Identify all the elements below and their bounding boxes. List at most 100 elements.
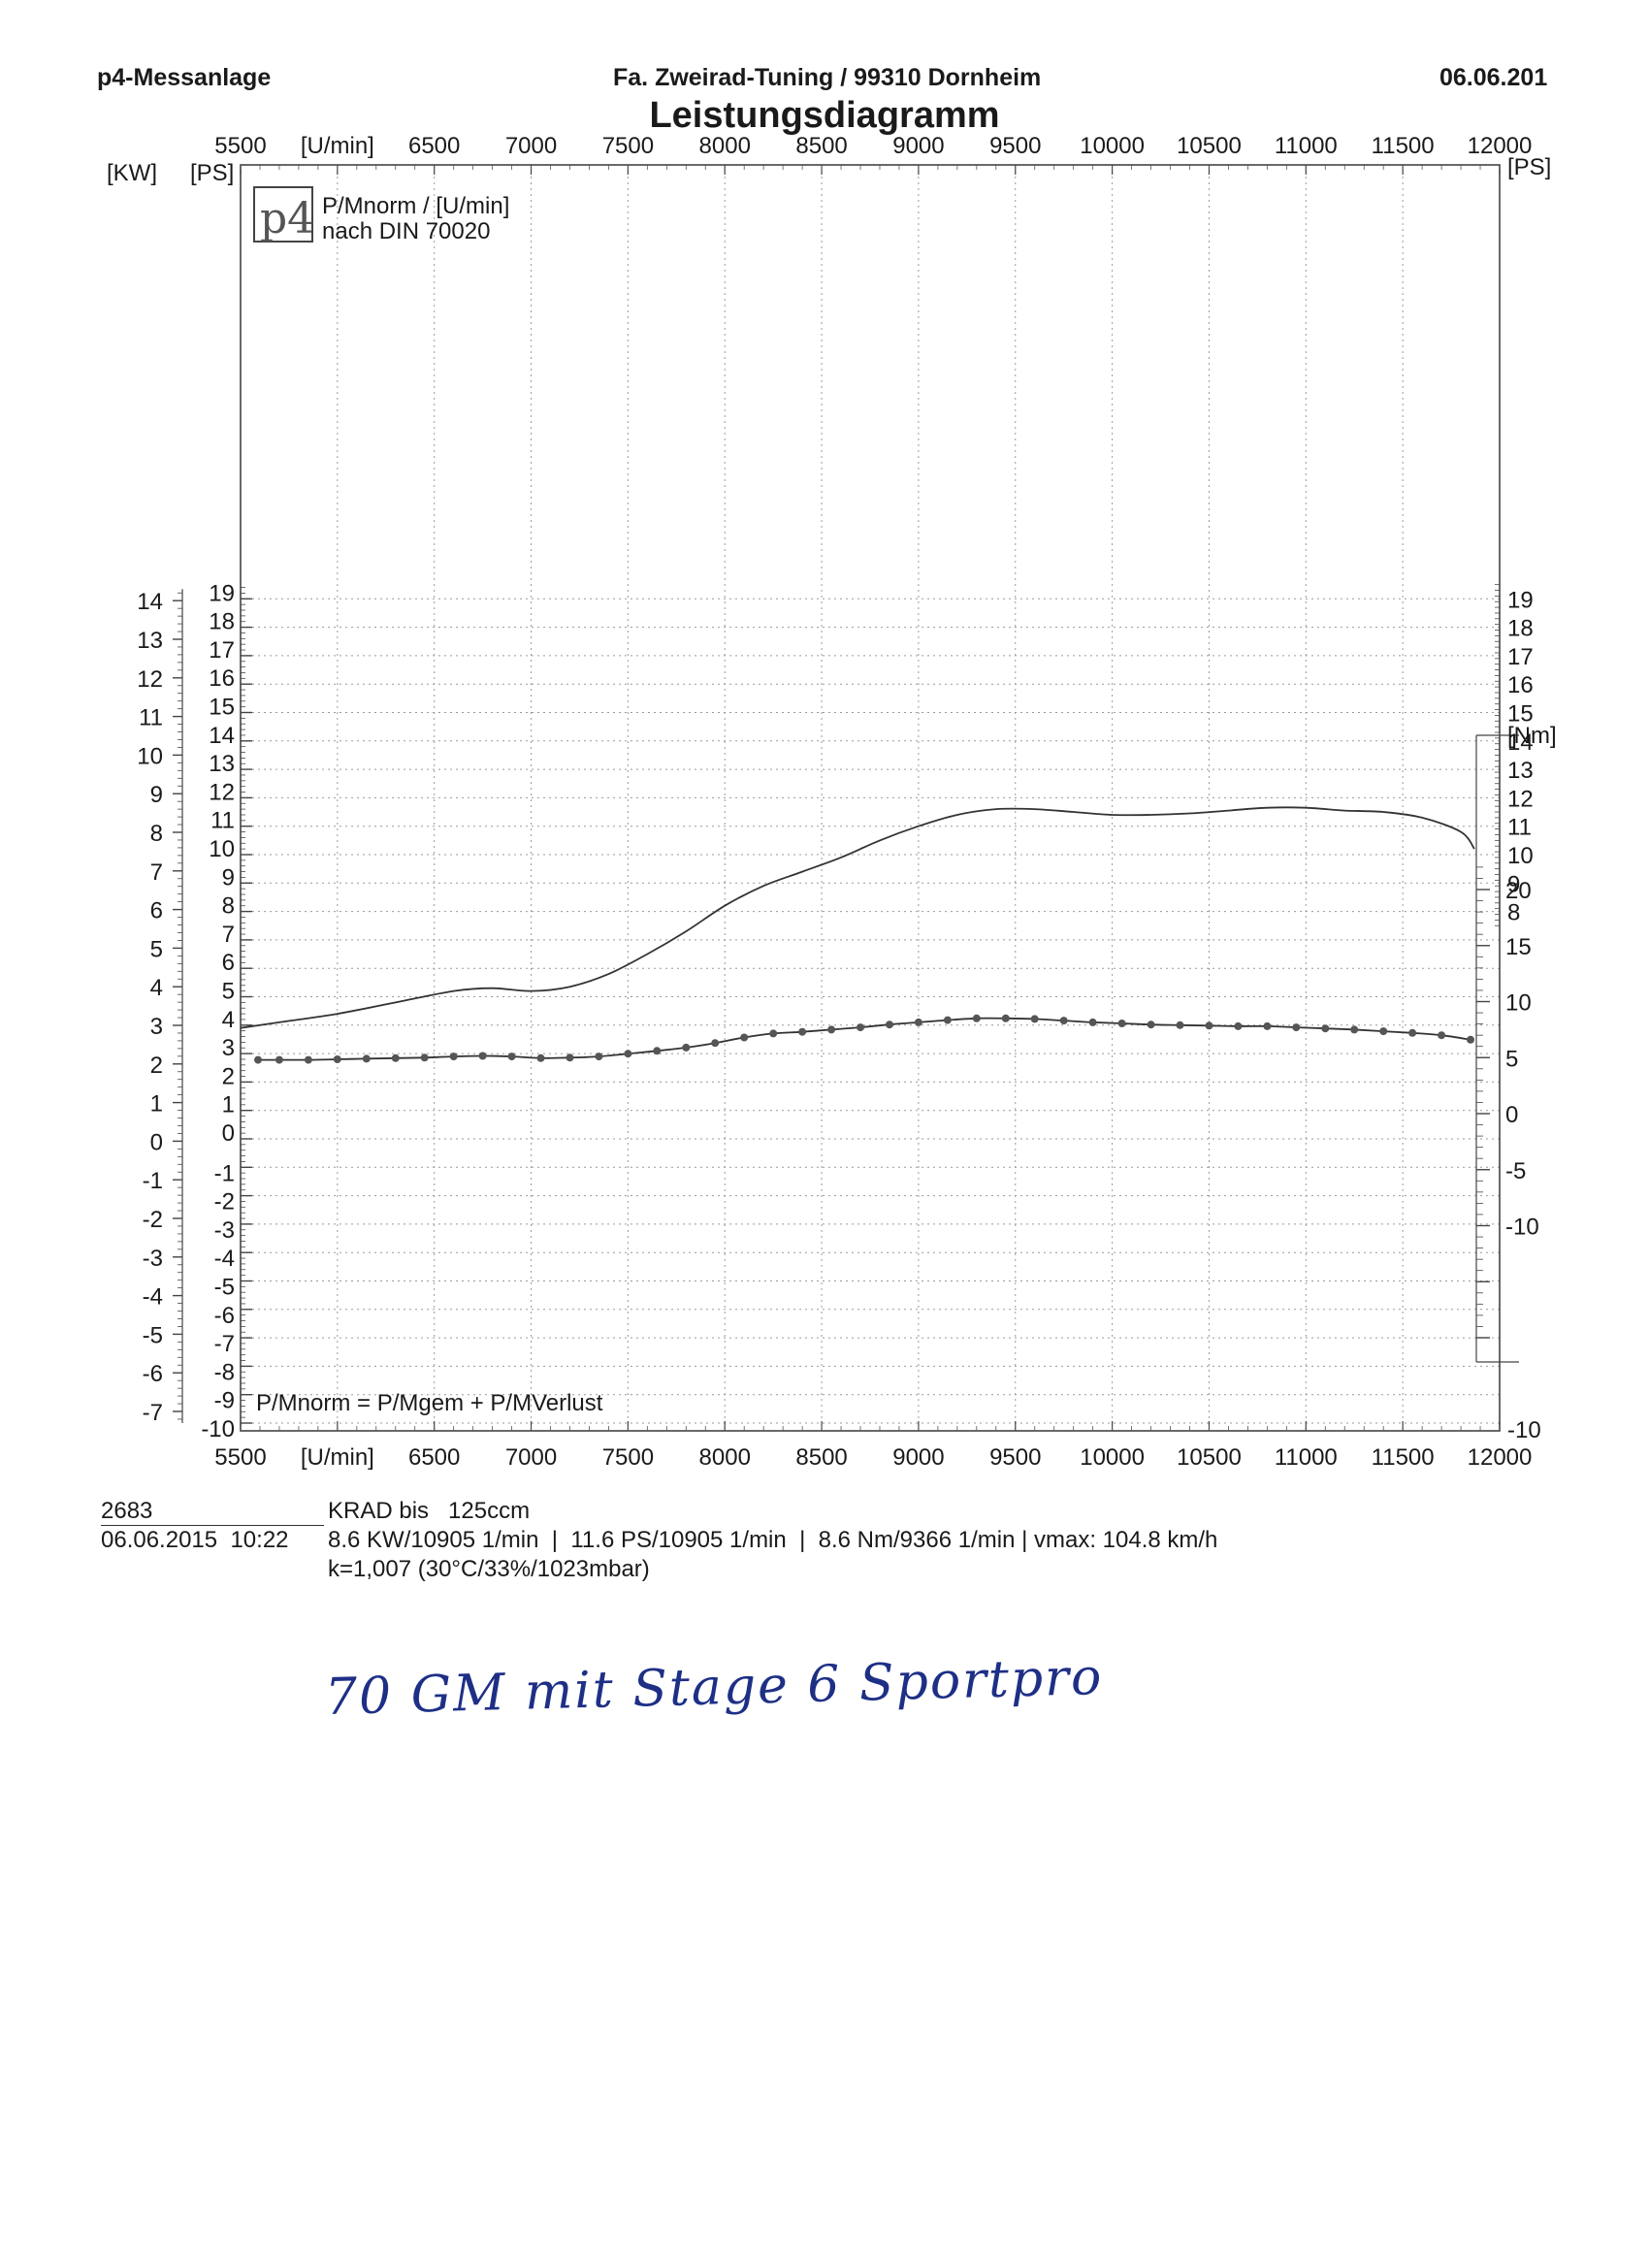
x-tick-label-top: 9000 (892, 133, 944, 159)
ps-tick-label-left: 8 (222, 893, 235, 920)
ps-tick-label-left: -3 (214, 1217, 235, 1244)
torque-point (682, 1043, 691, 1052)
nm-tick-label: -5 (1505, 1158, 1526, 1184)
x-tick-label-top: 11500 (1372, 133, 1435, 159)
torque-point (740, 1033, 749, 1042)
x-tick-label-bottom: 10000 (1080, 1444, 1145, 1471)
ps-tick-label-left: 7 (222, 922, 235, 948)
ps-tick-label-left: 1 (222, 1092, 235, 1118)
x-tick-label-top: 6500 (408, 133, 460, 159)
torque-point (769, 1029, 778, 1038)
x-tick-label-top: 12000 (1468, 133, 1533, 159)
ps-axis-label-right: [PS] (1507, 154, 1551, 180)
chart-tick-labels: 55005500[U/min][U/min]650065007000700075… (107, 133, 1557, 1471)
ps-tick-label-left: 9 (222, 864, 235, 891)
torque-point (827, 1025, 836, 1034)
torque-point (362, 1054, 371, 1063)
ps-tick-label-right: 10 (1507, 843, 1534, 869)
kw-tick-label: -3 (143, 1246, 163, 1272)
kw-tick-label: 7 (150, 859, 163, 886)
kw-tick-label: 14 (137, 589, 163, 615)
x-tick-label-top: [U/min] (301, 133, 374, 159)
x-tick-label-bottom: 11500 (1372, 1444, 1435, 1471)
ps-tick-label-left: 19 (209, 580, 235, 606)
ps-tick-label-left: -4 (214, 1246, 235, 1272)
kw-tick-label: -5 (143, 1322, 163, 1348)
ps-tick-label-left: -1 (214, 1160, 235, 1186)
torque-point (857, 1023, 864, 1032)
torque-point (914, 1018, 922, 1026)
ps-tick-label-left: 17 (209, 637, 235, 664)
ps-tick-label-left: 6 (222, 950, 235, 976)
x-tick-label-top: 8500 (795, 133, 847, 159)
kw-tick-label: 6 (150, 898, 163, 924)
torque-point (1030, 1015, 1039, 1023)
torque-point (333, 1055, 341, 1063)
torque-point (254, 1055, 262, 1064)
kw-tick-label: 4 (150, 975, 163, 1001)
x-tick-label-bottom: [U/min] (301, 1444, 374, 1471)
x-tick-label-bottom: 7000 (505, 1444, 557, 1471)
footer-vehicle: KRAD bis 125ccm (328, 1498, 531, 1524)
x-tick-label-bottom: 9000 (892, 1444, 944, 1471)
ps-axis-label-left: [PS] (190, 160, 234, 186)
torque-point (943, 1016, 952, 1024)
ps-tick-label-left: 15 (209, 695, 235, 721)
ps-tick-label-right: 18 (1507, 616, 1534, 642)
ps-tick-label-right: 15 (1507, 701, 1534, 728)
x-tick-label-bottom: 10500 (1177, 1444, 1242, 1471)
torque-point (711, 1039, 720, 1048)
chart-grid (240, 165, 1501, 1431)
torque-point (653, 1047, 662, 1055)
ps-tick-label-left: 3 (222, 1035, 235, 1061)
nm-tick-label: 20 (1505, 878, 1532, 904)
kw-tick-label: 8 (150, 821, 163, 847)
kw-tick-label: -4 (143, 1284, 163, 1311)
x-tick-label-bottom: 9500 (989, 1444, 1041, 1471)
kw-tick-label: -6 (143, 1361, 163, 1387)
kw-tick-label: 5 (150, 936, 163, 962)
footer-datetime: 06.06.2015 10:22 (101, 1527, 289, 1553)
torque-point (420, 1053, 429, 1062)
footer-results: 8.6 KW/10905 1/min | 11.6 PS/10905 1/min… (328, 1527, 1218, 1553)
header-left: p4-Messanlage (97, 64, 272, 91)
torque-point (1001, 1014, 1010, 1022)
ps-tick-label-left: 13 (209, 751, 235, 777)
x-tick-label-bottom: 6500 (408, 1444, 460, 1471)
ps-tick-label-right: 12 (1507, 786, 1534, 812)
nm-tick-label: 10 (1505, 990, 1532, 1017)
x-tick-label-top: 10500 (1177, 133, 1242, 159)
legend-logo-frame (253, 186, 313, 243)
torque-point (536, 1053, 545, 1062)
power-torque-chart: 55005500[U/min][U/min]650065007000700075… (107, 133, 1557, 1471)
ps-tick-label-left: -10 (201, 1416, 235, 1442)
legend-logo: p4 (260, 194, 314, 243)
ps-tick-label-left: -6 (214, 1303, 235, 1329)
torque-point (1205, 1021, 1213, 1030)
torque-point (449, 1053, 458, 1061)
x-tick-label-bottom: 7500 (602, 1444, 654, 1471)
torque-point (1059, 1017, 1068, 1025)
kw-tick-label: 11 (139, 705, 163, 731)
x-tick-label-bottom: 8500 (795, 1444, 847, 1471)
ps-tick-label-right: 16 (1507, 672, 1534, 698)
ps-tick-label-right: 19 (1507, 587, 1534, 613)
ps-tick-label-left: -5 (214, 1275, 235, 1301)
nm-tick-label: 15 (1505, 934, 1532, 960)
x-tick-label-bottom: 8000 (699, 1444, 751, 1471)
torque-point (886, 1021, 893, 1029)
kw-tick-label: 2 (150, 1053, 163, 1079)
torque-point (1467, 1035, 1474, 1044)
x-tick-label-bottom: 5500 (214, 1444, 266, 1471)
header-center: Fa. Zweirad-Tuning / 99310 Dornheim (613, 64, 1042, 91)
ps-tick-label-right: 8 (1507, 900, 1520, 926)
torque-point (507, 1053, 516, 1061)
ps-tick-label-right: 17 (1507, 644, 1534, 670)
ps-tick-label-left: -8 (214, 1359, 235, 1385)
x-tick-label-top: 9500 (989, 133, 1041, 159)
footer-id-underline (101, 1525, 324, 1526)
handwritten-note: 70 GM mit Stage 6 Sportpro (324, 1648, 1105, 1727)
nm-bottom-label: -10 (1507, 1417, 1541, 1443)
torque-point (972, 1014, 981, 1022)
torque-point (1147, 1021, 1155, 1029)
